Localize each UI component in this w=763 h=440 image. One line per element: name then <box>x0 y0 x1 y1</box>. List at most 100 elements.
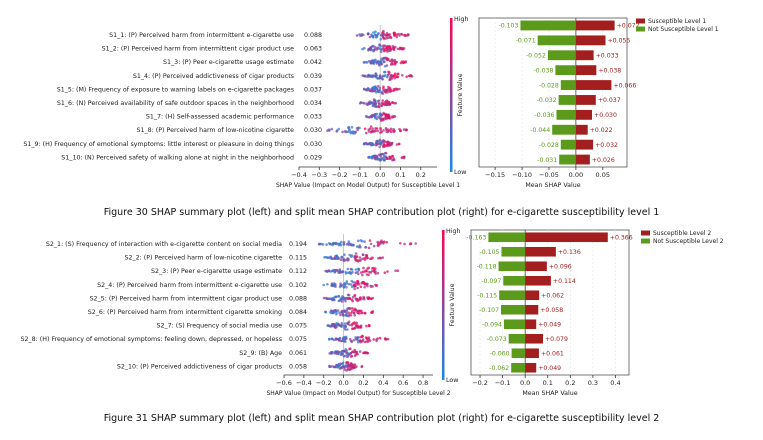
x-tick-label-l1-0: −0.4 <box>291 171 307 179</box>
shap-point-l2-8-44 <box>349 347 352 351</box>
shap-point-l1-4-23 <box>398 87 401 91</box>
shap-point-l1-9-61 <box>391 154 394 158</box>
shap-point-l2-4-5 <box>344 299 347 303</box>
shap-point-l2-9-52 <box>360 365 364 368</box>
shap-point-l2-5-60 <box>353 307 357 311</box>
shap-point-l2-3-61 <box>342 285 346 289</box>
shap-point-l2-9-56 <box>329 365 333 368</box>
shap-point-l1-6-60 <box>375 112 379 116</box>
shap-point-l1-7-46 <box>375 127 379 130</box>
shap-point-l2-7-37 <box>375 338 378 341</box>
shap-point-l2-1-65 <box>336 257 339 261</box>
shap-point-l1-1-58 <box>383 49 387 52</box>
shap-point-l2-6-47 <box>344 325 347 329</box>
shap-point-l2-5-62 <box>363 311 367 315</box>
shap-point-l1-7-48 <box>363 127 367 131</box>
shap-point-l2-5-64 <box>333 309 337 312</box>
figure-30-caption: Figure 30 SHAP summary plot (left) and s… <box>103 207 660 218</box>
shap-point-l2-1-29 <box>361 253 365 256</box>
shap-point-l2-4-62 <box>358 297 362 301</box>
x-tick-label-l2-2: −0.2 <box>316 379 332 387</box>
feature-importance-l2-1: 0.115 <box>289 255 307 262</box>
shap-point-l2-2-20 <box>394 269 397 273</box>
shap-point-l1-8-64 <box>385 144 388 148</box>
shap-point-l2-0-28 <box>356 239 360 243</box>
bar-negative-l2-0 <box>488 232 526 243</box>
x-tick-label-l1-1: −0.3 <box>311 171 327 179</box>
shap-point-l2-4-30 <box>346 293 350 297</box>
shap-point-l2-0-40 <box>364 246 368 249</box>
shap-point-l1-1-60 <box>369 46 373 50</box>
shap-point-l2-8-39 <box>339 353 343 357</box>
shap-point-l2-0-53 <box>408 242 412 246</box>
shap-point-l1-7-41 <box>402 128 406 131</box>
shap-point-l1-0-22 <box>368 35 372 39</box>
feature-importance-l2-3: 0.102 <box>289 282 307 289</box>
shap-point-l1-1-62 <box>371 48 375 52</box>
shap-point-l1-1-45 <box>386 47 390 50</box>
bar-negative-label-l1-4: -0.028 <box>539 82 559 89</box>
shap-point-l1-4-69 <box>392 89 395 92</box>
shap-point-l1-3-8 <box>393 76 397 80</box>
shap-point-l2-6-65 <box>346 328 349 331</box>
shap-point-l2-4-35 <box>367 296 371 299</box>
bar-positive-l1-2 <box>575 50 594 61</box>
feature-importance-l1-7: 0.030 <box>304 127 322 134</box>
shap-point-l1-1-30 <box>383 44 387 47</box>
bar-negative-label-l1-8: -0.028 <box>539 142 559 149</box>
shap-point-l2-3-32 <box>341 283 345 287</box>
shap-point-l2-8-68 <box>337 351 340 354</box>
shap-point-l2-7-12 <box>361 338 365 342</box>
shap-point-l2-6-69 <box>332 323 335 327</box>
shap-point-l1-2-44 <box>395 60 398 64</box>
feature-importance-l2-5: 0.084 <box>289 309 307 316</box>
shap-point-l1-9-68 <box>384 151 388 155</box>
shap-point-l1-0-49 <box>387 36 390 39</box>
x-tick-label-l2-5: 0.4 <box>378 379 388 387</box>
shap-point-l2-1-63 <box>356 259 360 262</box>
shap-point-l2-3-57 <box>326 283 329 286</box>
bar-positive-l2-6 <box>525 319 537 330</box>
shap-point-l2-4-65 <box>348 297 352 300</box>
bar-frame-l1 <box>478 17 628 168</box>
shap-point-l2-7-22 <box>386 337 390 341</box>
x-tick-label-l1-3: −0.1 <box>352 171 368 179</box>
shap-point-l1-1-36 <box>363 46 366 50</box>
bar-positive-label-l1-7: +0.022 <box>590 127 613 134</box>
shap-point-l2-5-49 <box>353 314 357 317</box>
bar-negative-l1-1 <box>537 35 576 46</box>
shap-point-l1-1-49 <box>382 44 385 47</box>
shap-point-l2-0-7 <box>325 243 328 246</box>
bar-positive-l2-1 <box>525 246 556 257</box>
bar-negative-label-l2-0: -0.163 <box>466 234 486 241</box>
shap-point-l2-1-49 <box>354 252 358 255</box>
shap-point-l2-3-48 <box>354 282 358 286</box>
shap-point-l2-1-10 <box>340 255 344 259</box>
shap-point-l2-0-43 <box>372 244 376 248</box>
bar-positive-label-l2-5: +0.058 <box>540 307 563 314</box>
shap-point-l1-9-69 <box>400 156 404 159</box>
shap-point-l1-3-63 <box>371 75 374 79</box>
shap-point-l1-7-31 <box>369 125 373 128</box>
shap-point-l1-5-57 <box>361 101 365 105</box>
shap-point-l2-8-59 <box>346 355 350 358</box>
shap-point-l2-7-69 <box>359 335 362 339</box>
feature-label-l1-6: S1_7: (H) Self-assessed academic perform… <box>146 114 294 121</box>
shap-point-l1-0-54 <box>376 33 380 36</box>
shap-point-l2-3-5 <box>347 282 351 286</box>
shap-point-l2-6-53 <box>358 326 362 329</box>
shap-point-l2-0-65 <box>383 240 386 244</box>
shap-point-l2-5-28 <box>347 311 351 315</box>
bar-x-tick-label-l1-0: −0.15 <box>485 171 505 179</box>
shap-point-l1-0-59 <box>374 30 377 33</box>
shap-point-l1-3-64 <box>363 74 367 78</box>
bar-positive-l1-8 <box>575 139 594 150</box>
shap-point-l2-2-59 <box>349 267 353 271</box>
shap-point-l2-4-67 <box>325 297 329 301</box>
shap-point-l2-8-24 <box>358 350 362 353</box>
shap-point-l1-0-33 <box>393 31 397 35</box>
shap-point-l1-2-39 <box>362 61 366 64</box>
shap-point-l1-9-44 <box>382 153 385 156</box>
shap-point-l2-1-60 <box>361 257 364 261</box>
shap-point-l2-6-32 <box>351 327 354 331</box>
